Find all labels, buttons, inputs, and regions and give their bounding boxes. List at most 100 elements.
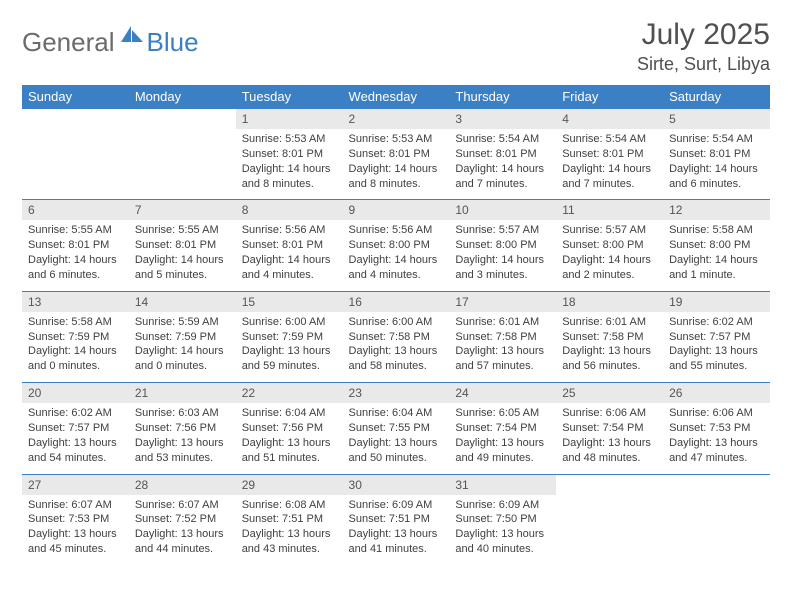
day-cell: 5Sunrise: 5:54 AMSunset: 8:01 PMDaylight… xyxy=(663,109,770,200)
day-number: 11 xyxy=(556,200,663,220)
day-number: 6 xyxy=(22,200,129,220)
day-body: Sunrise: 6:09 AMSunset: 7:50 PMDaylight:… xyxy=(449,495,556,565)
day-cell: 20 Sunrise: 6:02 AMSunset: 7:57 PMDayligh… xyxy=(22,383,129,474)
week-row: 13Sunrise: 5:58 AMSunset: 7:59 PMDayligh… xyxy=(22,291,770,382)
daylight-line: Daylight: 13 hours and 54 minutes. xyxy=(28,436,123,466)
daylight-line: Daylight: 13 hours and 56 minutes. xyxy=(562,344,657,374)
day-header: Tuesday xyxy=(236,85,343,109)
daylight-line: Daylight: 14 hours and 8 minutes. xyxy=(349,162,444,192)
sunrise-line: Sunrise: 5:54 AM xyxy=(455,132,550,147)
sunset-line: Sunset: 7:57 PM xyxy=(28,421,123,436)
sunset-line: Sunset: 8:00 PM xyxy=(455,238,550,253)
daylight-line: Daylight: 14 hours and 0 minutes. xyxy=(135,344,230,374)
day-cell: 29Sunrise: 6:08 AMSunset: 7:51 PMDayligh… xyxy=(236,474,343,565)
sunset-line: Sunset: 7:56 PM xyxy=(242,421,337,436)
week-row: 27Sunrise: 6:07 AMSunset: 7:53 PMDayligh… xyxy=(22,474,770,565)
daylight-line: Daylight: 14 hours and 3 minutes. xyxy=(455,253,550,283)
day-number: 1 xyxy=(236,109,343,129)
day-number: 31 xyxy=(449,475,556,495)
day-number: 17 xyxy=(449,292,556,312)
daylight-line: Daylight: 13 hours and 53 minutes. xyxy=(135,436,230,466)
day-number: 28 xyxy=(129,475,236,495)
sunrise-line: Sunrise: 6:06 AM xyxy=(562,406,657,421)
day-cell: 8Sunrise: 5:56 AMSunset: 8:01 PMDaylight… xyxy=(236,200,343,291)
day-cell xyxy=(556,474,663,565)
day-body: Sunrise: 6:09 AMSunset: 7:51 PMDaylight:… xyxy=(343,495,450,565)
day-header: Friday xyxy=(556,85,663,109)
day-cell: 24Sunrise: 6:05 AMSunset: 7:54 PMDayligh… xyxy=(449,383,556,474)
sunset-line: Sunset: 8:01 PM xyxy=(242,238,337,253)
sunrise-line: Sunrise: 6:02 AM xyxy=(669,315,764,330)
day-cell: 23Sunrise: 6:04 AMSunset: 7:55 PMDayligh… xyxy=(343,383,450,474)
day-number: 29 xyxy=(236,475,343,495)
day-cell: 18Sunrise: 6:01 AMSunset: 7:58 PMDayligh… xyxy=(556,291,663,382)
sunrise-line: Sunrise: 6:09 AM xyxy=(349,498,444,513)
header: General Blue July 2025 Sirte, Surt, Liby… xyxy=(22,18,770,75)
sunrise-line: Sunrise: 6:03 AM xyxy=(135,406,230,421)
sunset-line: Sunset: 7:58 PM xyxy=(455,330,550,345)
day-number: 2 xyxy=(343,109,450,129)
sunset-line: Sunset: 8:00 PM xyxy=(349,238,444,253)
day-body: Sunrise: 6:06 AMSunset: 7:54 PMDaylight:… xyxy=(556,403,663,473)
day-cell: 4Sunrise: 5:54 AMSunset: 8:01 PMDaylight… xyxy=(556,109,663,200)
daylight-line: Daylight: 13 hours and 55 minutes. xyxy=(669,344,764,374)
sunset-line: Sunset: 8:01 PM xyxy=(669,147,764,162)
day-number: 13 xyxy=(22,292,129,312)
daylight-line: Daylight: 14 hours and 6 minutes. xyxy=(28,253,123,283)
daylight-line: Daylight: 13 hours and 57 minutes. xyxy=(455,344,550,374)
sunrise-line: Sunrise: 5:54 AM xyxy=(562,132,657,147)
sunset-line: Sunset: 8:00 PM xyxy=(562,238,657,253)
sunset-line: Sunset: 8:00 PM xyxy=(669,238,764,253)
sunset-line: Sunset: 7:56 PM xyxy=(135,421,230,436)
day-body: Sunrise: 6:05 AMSunset: 7:54 PMDaylight:… xyxy=(449,403,556,473)
day-body: Sunrise: 5:58 AMSunset: 7:59 PMDaylight:… xyxy=(22,312,129,382)
sunset-line: Sunset: 7:53 PM xyxy=(669,421,764,436)
day-body: Sunrise: 5:58 AMSunset: 8:00 PMDaylight:… xyxy=(663,220,770,290)
sunrise-line: Sunrise: 6:09 AM xyxy=(455,498,550,513)
day-cell: 25Sunrise: 6:06 AMSunset: 7:54 PMDayligh… xyxy=(556,383,663,474)
day-number: 5 xyxy=(663,109,770,129)
day-number: 20 xyxy=(22,383,129,403)
day-cell: 7Sunrise: 5:55 AMSunset: 8:01 PMDaylight… xyxy=(129,200,236,291)
sunset-line: Sunset: 7:59 PM xyxy=(28,330,123,345)
sunset-line: Sunset: 8:01 PM xyxy=(242,147,337,162)
day-header: Thursday xyxy=(449,85,556,109)
logo-text-general: General xyxy=(22,27,115,58)
day-body: Sunrise: 6:01 AMSunset: 7:58 PMDaylight:… xyxy=(556,312,663,382)
day-cell: 12Sunrise: 5:58 AMSunset: 8:00 PMDayligh… xyxy=(663,200,770,291)
day-header: Sunday xyxy=(22,85,129,109)
day-body: Sunrise: 6:01 AMSunset: 7:58 PMDaylight:… xyxy=(449,312,556,382)
day-cell: 10Sunrise: 5:57 AMSunset: 8:00 PMDayligh… xyxy=(449,200,556,291)
day-body: Sunrise: 5:57 AMSunset: 8:00 PMDaylight:… xyxy=(449,220,556,290)
day-cell: 14Sunrise: 5:59 AMSunset: 7:59 PMDayligh… xyxy=(129,291,236,382)
day-body: Sunrise: 5:56 AMSunset: 8:01 PMDaylight:… xyxy=(236,220,343,290)
sunrise-line: Sunrise: 5:55 AM xyxy=(135,223,230,238)
month-title: July 2025 xyxy=(637,18,770,52)
sunrise-line: Sunrise: 6:00 AM xyxy=(242,315,337,330)
day-body: Sunrise: 6:06 AMSunset: 7:53 PMDaylight:… xyxy=(663,403,770,473)
sunset-line: Sunset: 7:57 PM xyxy=(669,330,764,345)
day-body: Sunrise: 5:57 AMSunset: 8:00 PMDaylight:… xyxy=(556,220,663,290)
sunset-line: Sunset: 8:01 PM xyxy=(455,147,550,162)
day-number: 16 xyxy=(343,292,450,312)
sail-icon xyxy=(119,24,145,49)
day-body: Sunrise: 6:08 AMSunset: 7:51 PMDaylight:… xyxy=(236,495,343,565)
sunrise-line: Sunrise: 6:01 AM xyxy=(562,315,657,330)
day-body: Sunrise: 5:55 AMSunset: 8:01 PMDaylight:… xyxy=(129,220,236,290)
day-cell: 17Sunrise: 6:01 AMSunset: 7:58 PMDayligh… xyxy=(449,291,556,382)
sunset-line: Sunset: 8:01 PM xyxy=(135,238,230,253)
day-cell: 3Sunrise: 5:54 AMSunset: 8:01 PMDaylight… xyxy=(449,109,556,200)
daylight-line: Daylight: 14 hours and 4 minutes. xyxy=(349,253,444,283)
sunrise-line: Sunrise: 6:02 AM xyxy=(28,406,123,421)
daylight-line: Daylight: 13 hours and 49 minutes. xyxy=(455,436,550,466)
sunset-line: Sunset: 7:53 PM xyxy=(28,512,123,527)
sunset-line: Sunset: 8:01 PM xyxy=(562,147,657,162)
day-cell: 27Sunrise: 6:07 AMSunset: 7:53 PMDayligh… xyxy=(22,474,129,565)
daylight-line: Daylight: 14 hours and 7 minutes. xyxy=(562,162,657,192)
sunrise-line: Sunrise: 5:59 AM xyxy=(135,315,230,330)
daylight-line: Daylight: 13 hours and 59 minutes. xyxy=(242,344,337,374)
day-body: Sunrise: 5:54 AMSunset: 8:01 PMDaylight:… xyxy=(663,129,770,199)
sunrise-line: Sunrise: 5:57 AM xyxy=(455,223,550,238)
week-row: 20Sunrise: 6:02 AMSunset: 7:57 PMDayligh… xyxy=(22,383,770,474)
sunset-line: Sunset: 7:54 PM xyxy=(455,421,550,436)
